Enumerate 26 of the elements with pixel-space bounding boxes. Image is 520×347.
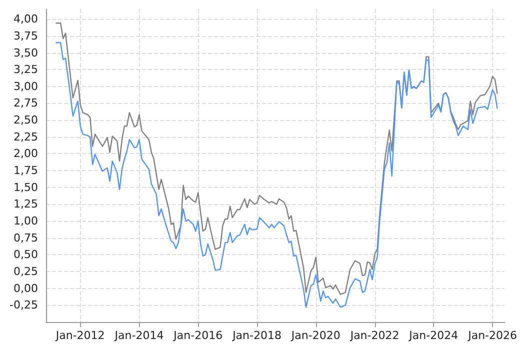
- y-tick-label: 3,00: [14, 80, 38, 93]
- x-tick-label: Jan-2018: [232, 329, 282, 342]
- y-tick-label: 4,00: [14, 12, 38, 26]
- x-tick-label: Jan-2020: [290, 329, 340, 342]
- y-tick-label: 2,00: [14, 147, 38, 160]
- y-tick-label: 2,50: [14, 114, 38, 127]
- x-tick-label: Jan-2022: [349, 329, 400, 342]
- y-tick-label: 0,25: [14, 265, 38, 278]
- x-tick-label: Jan-2016: [172, 329, 223, 342]
- y-tick-label: 2,75: [14, 96, 38, 110]
- y-tick-label: 1,75: [14, 164, 38, 178]
- y-tick-label: 0,50: [14, 248, 38, 262]
- y-tick-label: 2,25: [14, 130, 38, 144]
- y-tick-label: -0,25: [10, 298, 38, 312]
- y-tick-label: 1,00: [14, 214, 38, 228]
- x-tick-label: Jan-2024: [408, 329, 458, 342]
- x-tick-label: Jan-2014: [114, 329, 164, 342]
- y-tick-label: 0,75: [14, 231, 38, 244]
- y-tick-label: 3,25: [14, 63, 38, 76]
- y-tick-label: 0,00: [14, 282, 38, 295]
- y-tick-label: 1,50: [14, 180, 38, 194]
- x-tick-label: Jan-2012: [54, 329, 105, 342]
- y-tick-label: 3,75: [14, 29, 38, 42]
- x-tick-label: Jan-2026: [467, 329, 517, 342]
- y-tick-label: 3,50: [14, 46, 38, 60]
- y-tick-label: 1,25: [14, 198, 38, 211]
